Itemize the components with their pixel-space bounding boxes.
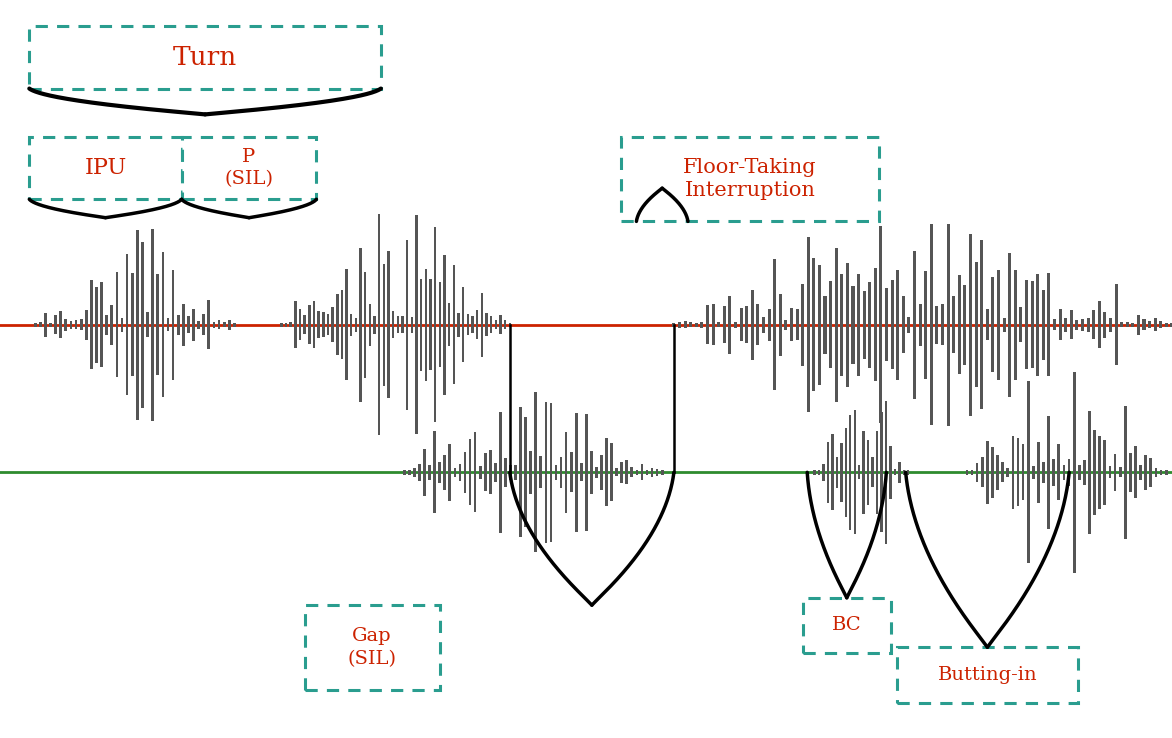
Text: Butting-in: Butting-in [938, 666, 1037, 684]
Bar [182, 137, 316, 199]
Text: Turn: Turn [173, 45, 237, 69]
Text: Floor-Taking
Interruption: Floor-Taking Interruption [683, 158, 817, 200]
Bar [29, 26, 381, 89]
Bar [29, 137, 182, 199]
Text: BC: BC [832, 616, 861, 635]
Bar [803, 598, 891, 653]
Bar [897, 647, 1078, 703]
Bar [621, 137, 879, 221]
Bar [305, 605, 440, 690]
Text: IPU: IPU [84, 157, 127, 179]
Text: Gap
(SIL): Gap (SIL) [348, 627, 396, 668]
Text: P
(SIL): P (SIL) [225, 148, 273, 188]
